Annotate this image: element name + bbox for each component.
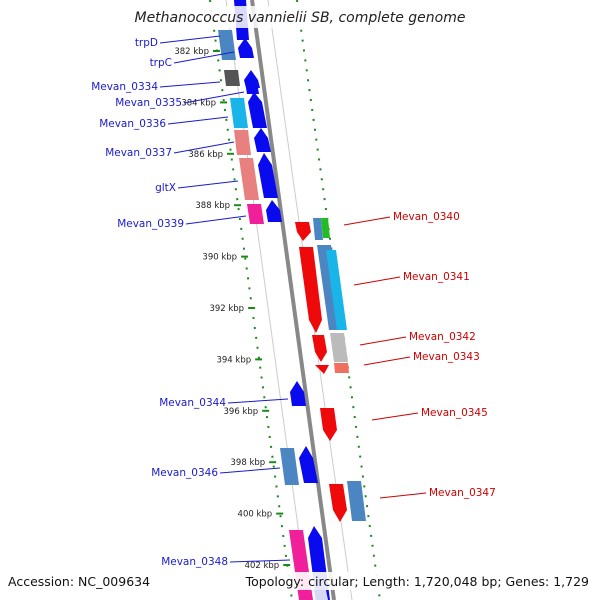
- gene-label-mevan-0341[interactable]: Mevan_0341: [403, 271, 470, 283]
- kbp-tick-label: 388 kbp: [195, 201, 230, 211]
- kbp-tick-label: 390 kbp: [202, 253, 237, 263]
- left-label-leader: [173, 51, 235, 64]
- gene-bar-mevan-0341-cyan[interactable]: [326, 250, 347, 330]
- gene-bar-mevan-0343[interactable]: [334, 363, 349, 373]
- right-label-leader: [353, 276, 401, 286]
- footer-backdrop-left: [4, 572, 154, 590]
- gene-arrow-mevan-0339[interactable]: [266, 210, 282, 222]
- left-label-leader: [167, 116, 229, 125]
- kbp-tick-label: 398 kbp: [231, 458, 266, 468]
- gene-arrow-mevan-0340[interactable]: [295, 222, 311, 241]
- gene-arrow-mevan-0344[interactable]: [290, 392, 306, 406]
- gene-arrow-mevan-0337-tip: [254, 128, 268, 138]
- gene-arrow-mevan-0345[interactable]: [320, 408, 337, 441]
- gene-arrow-trpc[interactable]: [238, 48, 254, 58]
- gene-label-mevan-0343[interactable]: Mevan_0343: [413, 351, 480, 363]
- title-backdrop: [130, 6, 470, 28]
- gene-label-trpc[interactable]: trpC: [150, 57, 172, 69]
- gene-arrow-mevan-0334[interactable]: [244, 80, 260, 88]
- kbp-tick-label: 384 kbp: [181, 98, 216, 108]
- kbp-tick-label: 400 kbp: [238, 510, 273, 520]
- track-end-mark: [314, 590, 328, 600]
- gene-arrow-mevan-0346[interactable]: [299, 458, 318, 483]
- gene-label-mevan-0335[interactable]: Mevan_0335: [115, 97, 182, 109]
- gene-bar-mevan-0337[interactable]: [234, 130, 251, 155]
- right-label-leader: [371, 412, 419, 421]
- left-label-leader: [229, 559, 291, 563]
- accession-label: Accession: NC_009634: [8, 574, 150, 589]
- gene-label-mevan-0337[interactable]: Mevan_0337: [105, 147, 172, 159]
- gene-arrow-mevan-0337[interactable]: [254, 138, 271, 152]
- kbp-tick-label: 402 kbp: [245, 561, 280, 571]
- forward-strand-genes: [295, 218, 366, 522]
- kbp-tick-label: 394 kbp: [216, 355, 251, 365]
- gene-bar-mevan-0342[interactable]: [330, 333, 348, 362]
- gene-arrow-mevan-0343[interactable]: [315, 365, 329, 374]
- gene-arrow-mevan-0342[interactable]: [312, 335, 327, 362]
- gene-bar-mevan-0347[interactable]: [347, 481, 366, 521]
- kbp-ticks: 382 kbp 384 kbp 386 kbp 388 kbp 390 kbp 392 k…: [174, 47, 291, 571]
- gene-arrow-trpc-tip: [238, 38, 252, 48]
- gene-bar-mevan-0340-b[interactable]: [321, 218, 330, 238]
- gene-label-mevan-0340[interactable]: Mevan_0340: [393, 211, 460, 223]
- left-label-leader: [183, 91, 245, 104]
- kbp-tick-label: 386 kbp: [188, 150, 223, 160]
- genome-backbone: [250, 0, 336, 600]
- right-label-leader: [343, 216, 391, 226]
- left-label-leader: [177, 180, 239, 189]
- left-label-leader: [219, 467, 281, 474]
- gene-arrow-mevan-0347[interactable]: [329, 484, 347, 522]
- right-label-leader: [379, 492, 427, 499]
- gene-label-mevan-0336[interactable]: Mevan_0336: [99, 118, 166, 130]
- right-outer-guide: [296, 0, 381, 600]
- gene-arrow-mevan-0346-tip: [299, 446, 313, 458]
- gene-label-mevan-0334[interactable]: Mevan_0334: [91, 81, 158, 93]
- gene-arrow-mevan-0336[interactable]: [248, 102, 267, 128]
- gene-bar-mevan-0340-a[interactable]: [313, 218, 323, 240]
- gene-label-mevan-0346[interactable]: Mevan_0346: [151, 467, 218, 479]
- left-outer-guide: [209, 0, 293, 600]
- gene-label-mevan-0339[interactable]: Mevan_0339: [117, 218, 184, 230]
- genome-summary: Topology: circular; Length: 1,720,048 bp…: [245, 574, 589, 589]
- left-label-leader: [227, 398, 289, 404]
- right-label-leader: [359, 336, 407, 346]
- gene-label-mevan-0344[interactable]: Mevan_0344: [159, 397, 226, 409]
- gene-bar-mevan-0334[interactable]: [224, 70, 240, 86]
- gene-arrow-mevan-0335[interactable]: [246, 88, 259, 94]
- left-label-leader: [173, 141, 235, 154]
- left-label-leader: [159, 81, 221, 88]
- gene-arrow-mevan-0348-tip: [308, 526, 322, 538]
- left-label-leader: [185, 215, 247, 225]
- gene-bar-gltx[interactable]: [239, 158, 259, 200]
- gene-label-trpd[interactable]: trpD: [135, 37, 158, 49]
- gene-bar-mevan-0346[interactable]: [280, 448, 299, 485]
- gene-arrow-gltx[interactable]: [258, 165, 278, 198]
- gene-arrow-mevan-0339-tip: [266, 200, 280, 210]
- gene-arrow-mevan-0341[interactable]: [299, 247, 322, 333]
- gene-label-mevan-0342[interactable]: Mevan_0342: [409, 331, 476, 343]
- gene-arrow-mevan-0344-tip: [290, 381, 304, 392]
- gene-label-mevan-0347[interactable]: Mevan_0347: [429, 487, 496, 499]
- genome-title: Methanococcus vannielii SB, complete gen…: [134, 10, 465, 26]
- footer-backdrop-right: [258, 572, 594, 590]
- kbp-tick-label: 382 kbp: [174, 47, 209, 57]
- gene-label-mevan-0348[interactable]: Mevan_0348: [161, 556, 228, 568]
- left-label-leader: [159, 35, 221, 44]
- right-gene-labels: Mevan_0340 Mevan_0341 Mevan_0342 Mevan_0343…: [343, 211, 496, 499]
- right-label-leader: [363, 356, 411, 366]
- kbp-tick-label: 392 kbp: [209, 304, 244, 314]
- gene-arrow-mevan-0334-tip: [244, 70, 258, 80]
- gene-bar-mevan-0336[interactable]: [230, 98, 248, 128]
- left-gene-labels: trpD trpC Mevan_0334 Mevan_0335 Mevan_0336 Me…: [91, 35, 291, 568]
- gene-label-gltx[interactable]: gltX: [155, 182, 176, 194]
- gene-arrow-gltx-tip: [258, 153, 272, 165]
- gene-arrow-mevan-0336-tip: [248, 92, 262, 102]
- kbp-tick-label: 396 kbp: [224, 407, 259, 417]
- gene-label-mevan-0345[interactable]: Mevan_0345: [421, 407, 488, 419]
- gene-bar-mevan-0339[interactable]: [247, 204, 264, 224]
